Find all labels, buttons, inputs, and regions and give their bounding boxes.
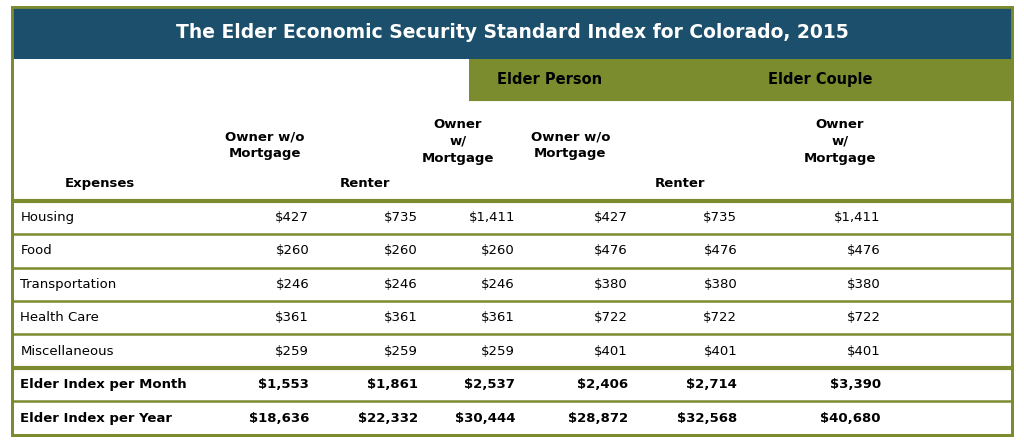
Text: Elder Index per Month: Elder Index per Month [20,378,187,391]
Text: $735: $735 [703,211,737,224]
Text: $476: $476 [847,244,881,257]
Text: $427: $427 [275,211,309,224]
Text: $1,861: $1,861 [367,378,418,391]
Text: Miscellaneous: Miscellaneous [20,345,114,358]
Text: $18,636: $18,636 [249,411,309,425]
Text: Owner
w/
Mortgage: Owner w/ Mortgage [804,117,876,165]
Text: Owner
w/
Mortgage: Owner w/ Mortgage [422,117,494,165]
Bar [12,7,1012,59]
Text: Health Care: Health Care [20,311,99,324]
Bar [469,59,630,99]
Text: $361: $361 [481,311,515,324]
Text: $2,537: $2,537 [464,378,515,391]
Text: $722: $722 [703,311,737,324]
Text: $260: $260 [384,244,418,257]
Text: $476: $476 [703,244,737,257]
Text: $735: $735 [384,211,418,224]
Text: The Elder Economic Security Standard Index for Colorado, 2015: The Elder Economic Security Standard Ind… [176,23,848,43]
Text: $722: $722 [594,311,628,324]
Text: Expenses: Expenses [66,176,135,190]
Text: $427: $427 [594,211,628,224]
Text: $2,714: $2,714 [686,378,737,391]
Text: $361: $361 [384,311,418,324]
Text: $246: $246 [275,278,309,291]
Text: $380: $380 [594,278,628,291]
Text: $722: $722 [847,311,881,324]
Text: Elder Index per Year: Elder Index per Year [20,411,172,425]
Bar [630,59,1012,99]
Text: Renter: Renter [339,176,390,190]
Text: $260: $260 [275,244,309,257]
Text: $380: $380 [847,278,881,291]
Text: Elder Person: Elder Person [497,72,602,87]
Text: $246: $246 [384,278,418,291]
Text: Elder Couple: Elder Couple [768,72,873,87]
Text: $40,680: $40,680 [820,411,881,425]
Text: $259: $259 [275,345,309,358]
Text: Owner w/o
Mortgage: Owner w/o Mortgage [530,130,610,161]
Text: $1,411: $1,411 [469,211,515,224]
Text: $259: $259 [384,345,418,358]
Text: Food: Food [20,244,52,257]
Text: Transportation: Transportation [20,278,117,291]
Text: $28,872: $28,872 [567,411,628,425]
Text: $401: $401 [594,345,628,358]
Text: $2,406: $2,406 [577,378,628,391]
Text: $401: $401 [703,345,737,358]
Text: $32,568: $32,568 [677,411,737,425]
Text: $30,444: $30,444 [455,411,515,425]
Text: $259: $259 [481,345,515,358]
Text: $1,553: $1,553 [258,378,309,391]
Text: $246: $246 [481,278,515,291]
Text: $260: $260 [481,244,515,257]
Text: $361: $361 [275,311,309,324]
Text: $476: $476 [594,244,628,257]
Text: Housing: Housing [20,211,75,224]
Text: $380: $380 [703,278,737,291]
Text: $22,332: $22,332 [357,411,418,425]
Text: $1,411: $1,411 [835,211,881,224]
Text: Renter: Renter [654,176,706,190]
Text: Owner w/o
Mortgage: Owner w/o Mortgage [225,130,305,161]
Text: $3,390: $3,390 [829,378,881,391]
Text: $401: $401 [847,345,881,358]
